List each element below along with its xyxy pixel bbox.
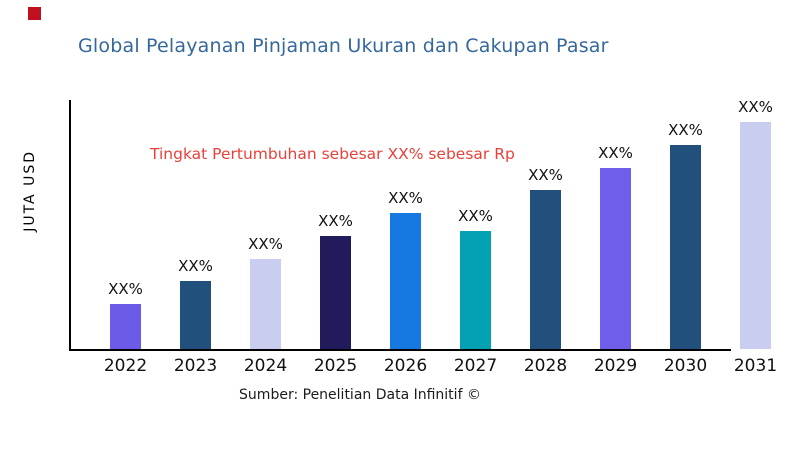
x-axis-tick-label: 2029 [593, 356, 638, 376]
bar [670, 145, 701, 349]
bar-value-label: XX% [108, 280, 143, 298]
bar [530, 190, 561, 349]
x-axis-tick-label: 2025 [313, 356, 358, 376]
x-axis-tick-label: 2022 [103, 356, 148, 376]
bar [740, 122, 771, 349]
source-caption: Sumber: Penelitian Data Infinitif © [239, 387, 481, 403]
chart-title: Global Pelayanan Pinjaman Ukuran dan Cak… [78, 35, 609, 57]
x-axis-tick-label: 2031 [733, 356, 778, 376]
x-axis-tick-label: 2028 [523, 356, 568, 376]
x-axis-tick-label: 2026 [383, 356, 428, 376]
bar [600, 168, 631, 349]
x-axis-tick-label: 2030 [663, 356, 708, 376]
bar-value-label: XX% [598, 144, 633, 162]
x-axis-tick-label: 2023 [173, 356, 218, 376]
bar-value-label: XX% [388, 189, 423, 207]
x-axis-line [69, 349, 731, 351]
bar [250, 259, 281, 349]
brand-mark [28, 7, 41, 20]
bar [320, 236, 351, 349]
bar-value-label: XX% [178, 257, 213, 275]
y-axis-line [69, 100, 71, 351]
growth-annotation: Tingkat Pertumbuhan sebesar XX% sebesar … [150, 145, 515, 163]
bar [180, 281, 211, 349]
bar-value-label: XX% [668, 121, 703, 139]
x-axis-tick-label: 2024 [243, 356, 288, 376]
bar [390, 213, 421, 349]
bar [460, 231, 491, 349]
bar-value-label: XX% [248, 235, 283, 253]
bar-value-label: XX% [528, 166, 563, 184]
x-axis-tick-label: 2027 [453, 356, 498, 376]
bar [110, 304, 141, 349]
bar-value-label: XX% [318, 212, 353, 230]
bar-value-label: XX% [738, 98, 773, 116]
bar-value-label: XX% [458, 207, 493, 225]
